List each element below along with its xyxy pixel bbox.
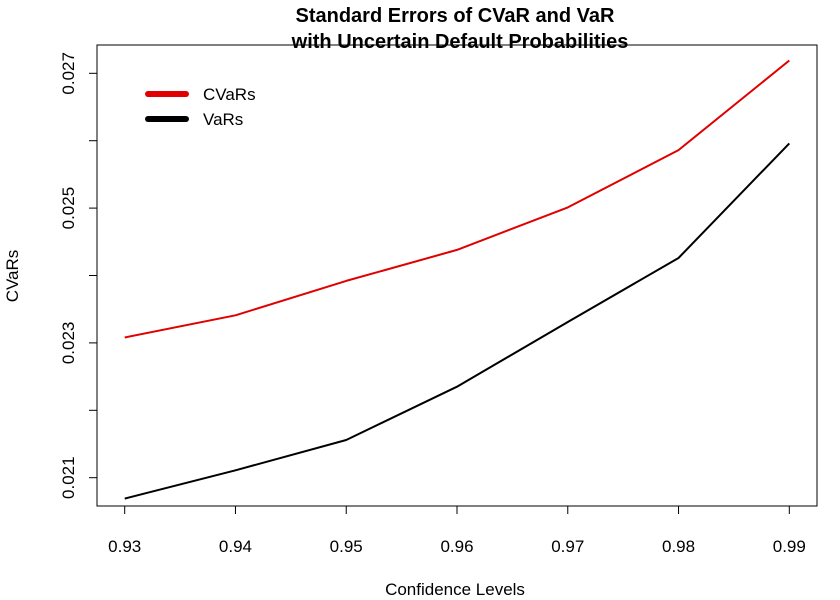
chart-title: Standard Errors of CVaR and VaR: [296, 5, 616, 27]
series-line-vars: [124, 142, 791, 500]
x-tick-label: 0.98: [662, 537, 695, 556]
y-tick-label: 0.027: [59, 52, 78, 95]
y-axis: 0.021 0.023 0.025 0.027: [59, 52, 97, 499]
x-tick-label: 0.95: [330, 537, 363, 556]
x-tick-label: 0.94: [219, 537, 252, 556]
x-axis-label: Confidence Levels: [385, 580, 525, 599]
y-tick-label: 0.025: [59, 187, 78, 230]
x-tick-label: 0.97: [551, 537, 584, 556]
series-line-cvars: [124, 59, 790, 339]
y-tick-label: 0.023: [59, 322, 78, 365]
legend-label-cvars: CVaRs: [203, 85, 256, 104]
legend-label-vars: VaRs: [203, 110, 243, 129]
x-axis: 0.93 0.94 0.95 0.96 0.97 0.98 0.99: [108, 506, 806, 556]
series-layer: [124, 59, 791, 500]
y-axis-label: CVaRs: [3, 250, 22, 303]
x-tick-label: 0.93: [108, 537, 141, 556]
x-tick-label: 0.96: [440, 537, 473, 556]
y-tick-label: 0.021: [59, 456, 78, 499]
chart-subtitle: with Uncertain Default Probabilities: [291, 31, 629, 53]
legend: CVaRs VaRs: [145, 85, 256, 129]
x-tick-label: 0.99: [773, 537, 806, 556]
